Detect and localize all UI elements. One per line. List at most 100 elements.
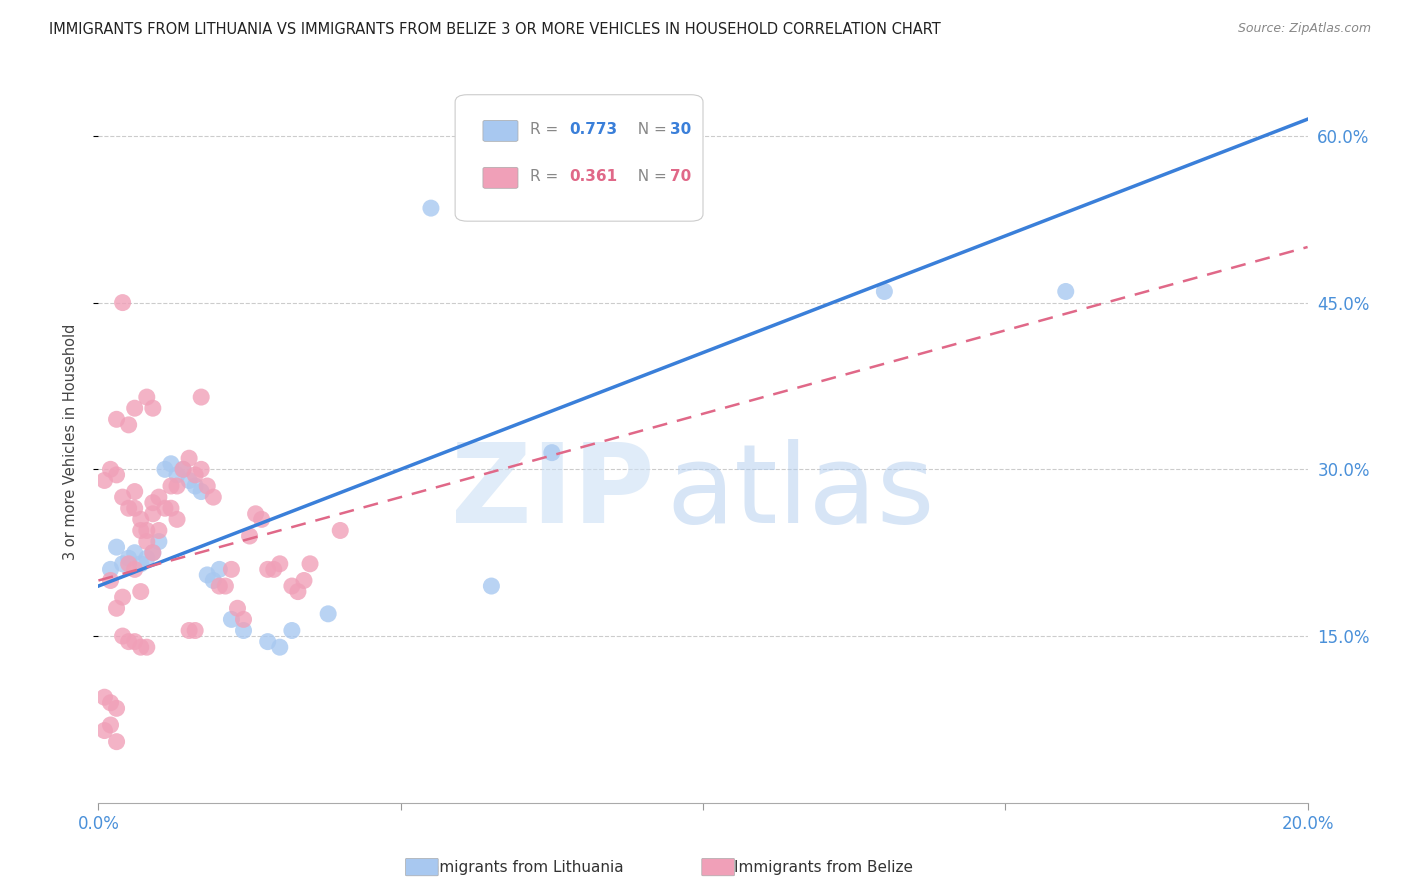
Point <box>172 462 194 476</box>
Text: N =: N = <box>628 122 672 136</box>
Point <box>232 624 254 638</box>
FancyBboxPatch shape <box>702 858 734 876</box>
Point <box>100 718 122 732</box>
Point <box>100 462 122 476</box>
Point <box>105 412 128 426</box>
Text: 70: 70 <box>671 169 692 184</box>
Point <box>299 557 322 571</box>
Point <box>166 479 188 493</box>
Point <box>100 696 122 710</box>
Text: 0.361: 0.361 <box>569 169 617 184</box>
Point <box>190 390 212 404</box>
Point <box>292 574 315 588</box>
Point <box>195 568 218 582</box>
Point <box>129 512 152 526</box>
Point <box>100 562 122 576</box>
Point <box>166 512 188 526</box>
Point <box>105 467 128 482</box>
Point <box>124 401 146 416</box>
Point <box>190 462 212 476</box>
Text: IMMIGRANTS FROM LITHUANIA VS IMMIGRANTS FROM BELIZE 3 OR MORE VEHICLES IN HOUSEH: IMMIGRANTS FROM LITHUANIA VS IMMIGRANTS … <box>49 22 941 37</box>
Point <box>129 524 152 538</box>
Point <box>142 496 165 510</box>
Point <box>142 546 165 560</box>
Point <box>269 640 291 655</box>
Point <box>202 574 225 588</box>
Point <box>160 457 183 471</box>
FancyBboxPatch shape <box>456 95 703 221</box>
Point <box>124 634 146 648</box>
Point <box>184 624 207 638</box>
Point <box>420 201 443 215</box>
Point <box>118 417 141 432</box>
Point <box>124 546 146 560</box>
Point <box>166 467 188 482</box>
Point <box>124 501 146 516</box>
FancyBboxPatch shape <box>482 120 517 141</box>
Point <box>1054 285 1077 299</box>
Point <box>93 723 115 738</box>
Point <box>105 701 128 715</box>
Point <box>148 490 170 504</box>
Point <box>142 401 165 416</box>
Point <box>111 295 134 310</box>
Point <box>142 546 165 560</box>
Point <box>316 607 339 621</box>
Point <box>111 590 134 604</box>
Point <box>118 634 141 648</box>
Point <box>232 612 254 626</box>
Point <box>202 490 225 504</box>
Point <box>269 557 291 571</box>
Point <box>111 557 134 571</box>
Point <box>221 562 243 576</box>
Point <box>221 612 243 626</box>
Point <box>105 540 128 554</box>
Point <box>160 501 183 516</box>
Point <box>111 490 134 504</box>
Point <box>160 479 183 493</box>
Point <box>226 601 249 615</box>
Point <box>184 467 207 482</box>
Point <box>179 451 201 466</box>
Point <box>195 479 218 493</box>
Point <box>148 524 170 538</box>
Point <box>287 584 309 599</box>
Text: 30: 30 <box>671 122 692 136</box>
Point <box>148 534 170 549</box>
Text: Immigrants from Belize: Immigrants from Belize <box>734 860 914 875</box>
Text: R =: R = <box>530 122 564 136</box>
Point <box>93 690 115 705</box>
Point <box>135 524 157 538</box>
Point <box>124 484 146 499</box>
FancyBboxPatch shape <box>482 168 517 188</box>
Point <box>245 507 267 521</box>
Point <box>481 579 503 593</box>
Y-axis label: 3 or more Vehicles in Household: 3 or more Vehicles in Household <box>63 324 77 559</box>
Point <box>214 579 236 593</box>
Point <box>153 462 176 476</box>
Text: R =: R = <box>530 169 564 184</box>
Text: ZIP: ZIP <box>451 439 655 546</box>
Point <box>179 474 201 488</box>
Point <box>540 445 562 459</box>
Point <box>256 562 278 576</box>
Point <box>118 551 141 566</box>
Point <box>135 534 157 549</box>
Text: Source: ZipAtlas.com: Source: ZipAtlas.com <box>1237 22 1371 36</box>
Point <box>190 484 212 499</box>
Point <box>118 557 141 571</box>
Point <box>124 562 146 576</box>
Point <box>179 624 201 638</box>
Point <box>129 640 152 655</box>
FancyBboxPatch shape <box>405 858 439 876</box>
Point <box>142 507 165 521</box>
Point <box>111 629 134 643</box>
Point <box>873 285 896 299</box>
Point <box>93 474 115 488</box>
Point <box>281 624 304 638</box>
Point <box>184 479 207 493</box>
Point <box>100 574 122 588</box>
Text: 0.773: 0.773 <box>569 122 617 136</box>
Point <box>105 734 128 748</box>
Point <box>118 501 141 516</box>
